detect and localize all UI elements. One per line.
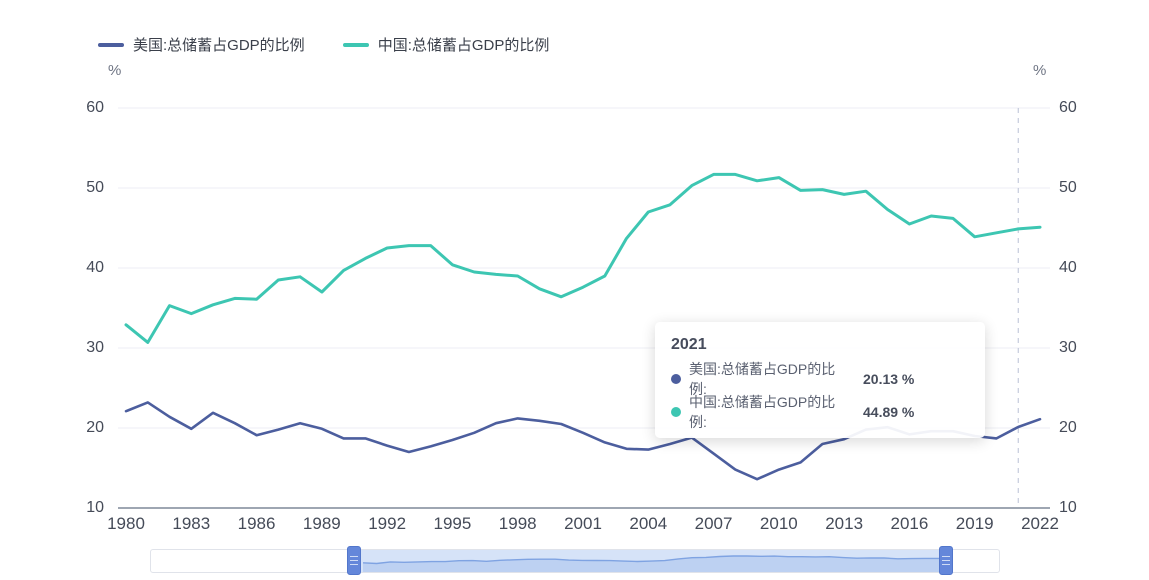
datazoom-preview-line [362, 555, 939, 565]
legend: 美国:总储蓄占GDP的比例 中国:总储蓄占GDP的比例 [98, 34, 549, 55]
y-axis-label-left: 40 [86, 259, 104, 276]
x-axis-label: 1986 [237, 514, 276, 533]
legend-item-us[interactable]: 美国:总储蓄占GDP的比例 [98, 34, 305, 55]
datazoom-preview [362, 555, 939, 572]
y-axis-label-right: 40 [1059, 259, 1077, 276]
y-axis-label-left: 30 [86, 339, 104, 356]
y-axis-unit-left: % [108, 62, 122, 79]
x-axis-label: 1998 [498, 514, 537, 533]
x-axis-label: 1992 [368, 514, 407, 533]
y-axis-label-left: 20 [86, 419, 104, 436]
tooltip-row-us: 美国:总储蓄占GDP的比例: 20.13 % [671, 361, 967, 397]
y-axis-label-left: 50 [86, 179, 104, 196]
tooltip-value-us: 20.13 % [863, 371, 915, 387]
china-series-dot [671, 407, 681, 417]
y-axis-label-left: 60 [86, 99, 104, 116]
china-line-swatch [342, 42, 369, 47]
x-axis-label: 1989 [302, 514, 341, 533]
x-axis-label: 1980 [107, 514, 145, 533]
datazoom-selection[interactable] [355, 550, 947, 572]
y-axis-label-right: 30 [1059, 339, 1077, 356]
datazoom-track[interactable] [150, 546, 1000, 575]
y-axis-label-right: 20 [1059, 419, 1077, 436]
datazoom-right-handle[interactable] [939, 546, 953, 575]
tooltip-row-china: 中国:总储蓄占GDP的比例: 44.89 % [671, 394, 967, 430]
tooltip-value-china: 44.89 % [863, 404, 915, 420]
datazoom-left-handle[interactable] [347, 546, 361, 575]
x-axis-label: 2019 [955, 514, 994, 533]
x-axis-label: 1983 [172, 514, 211, 533]
x-axis-label: 2001 [564, 514, 602, 533]
china-series-line [124, 172, 1042, 344]
legend-label-china: 中国:总储蓄占GDP的比例 [377, 37, 550, 54]
x-axis-label: 2022 [1021, 514, 1059, 533]
y-axis-label-right: 10 [1059, 499, 1077, 516]
us-series-dot [671, 374, 681, 384]
tooltip-title: 2021 [671, 336, 707, 353]
y-axis-label-right: 60 [1059, 99, 1077, 116]
x-axis-label: 2004 [629, 514, 668, 533]
us-line-swatch [98, 42, 124, 47]
x-axis-label: 2016 [890, 514, 929, 533]
tooltip-label-china: 中国:总储蓄占GDP的比例: [689, 394, 836, 430]
legend-item-china[interactable]: 中国:总储蓄占GDP的比例 [342, 34, 550, 55]
x-axis-label: 1995 [433, 514, 472, 533]
datazoom-preview-fill [363, 556, 939, 572]
x-axis-label: 2010 [759, 514, 798, 533]
y-axis-label-right: 50 [1059, 179, 1077, 196]
legend-label-us: 美国:总储蓄占GDP的比例 [133, 37, 305, 54]
tooltip-label-us: 美国:总储蓄占GDP的比例: [689, 361, 836, 397]
y-axis-unit-right: % [1033, 62, 1047, 79]
y-axis-label-left: 10 [86, 499, 104, 516]
x-axis-label: 2013 [825, 514, 864, 533]
tooltip: 2021 美国:总储蓄占GDP的比例: 20.13 % 中国:总储蓄占GDP的比… [655, 322, 985, 438]
x-axis-label: 2007 [694, 514, 733, 533]
